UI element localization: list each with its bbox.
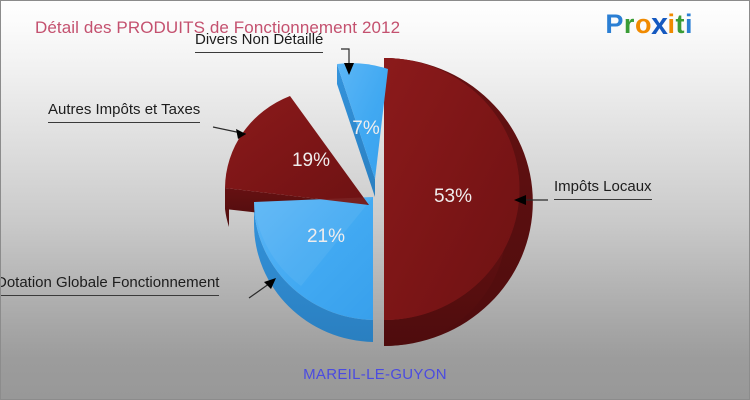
slice-depth-divers [337, 64, 375, 197]
slice-dotation[interactable] [254, 197, 373, 320]
logo-letter-p: P [605, 9, 624, 39]
proxiti-logo[interactable]: Proxiti [605, 7, 693, 41]
pct-label-dotation: 21% [307, 226, 345, 247]
callout-leaders [212, 48, 548, 299]
pie-value-labels: 53% 21% 19% 7% [292, 118, 472, 247]
slice-depth-dotation [254, 202, 373, 342]
slice-dotation-shade [254, 197, 373, 286]
callout-impots-locaux: Impôts Locaux [554, 178, 652, 200]
pie-top-layer [225, 58, 520, 320]
logo-letter-o: o [634, 9, 652, 39]
leader-arrow-divers [344, 63, 354, 75]
logo-letter-i2: i [684, 9, 693, 39]
logo-letter-t: t [675, 9, 685, 39]
callout-dotation-globale-fonctionnement: Dotation Globale Fonctionnement [1, 274, 220, 296]
pct-label-divers: 7% [352, 118, 380, 139]
logo-letter-i1: i [667, 9, 676, 39]
slice-divers[interactable] [337, 63, 388, 179]
page-title: Détail des PRODUITS de Fonctionnement 20… [35, 18, 401, 37]
slice-impots-locaux-fill[interactable] [384, 58, 520, 320]
city-label: MAREIL-LE-GUYON [303, 366, 447, 383]
pct-label-impots-locaux: 53% [434, 186, 472, 207]
slice-autres-impots[interactable] [225, 96, 369, 205]
leader-arrow-dotation [264, 278, 276, 289]
leader-arrow-autres-impots [236, 129, 246, 139]
callout-autres-impots-et-taxes: Autres Impôts et Taxes [48, 101, 201, 123]
callout-divers-non-detaille: Divers Non Détaillé [195, 31, 324, 53]
logo-letter-r: r [623, 9, 635, 39]
pct-label-autres-impots: 19% [292, 150, 330, 171]
logo-letter-x: x [651, 7, 669, 41]
leader-arrow-impots-locaux [514, 195, 526, 205]
slice-depth-autres-impots-edge [225, 188, 229, 227]
